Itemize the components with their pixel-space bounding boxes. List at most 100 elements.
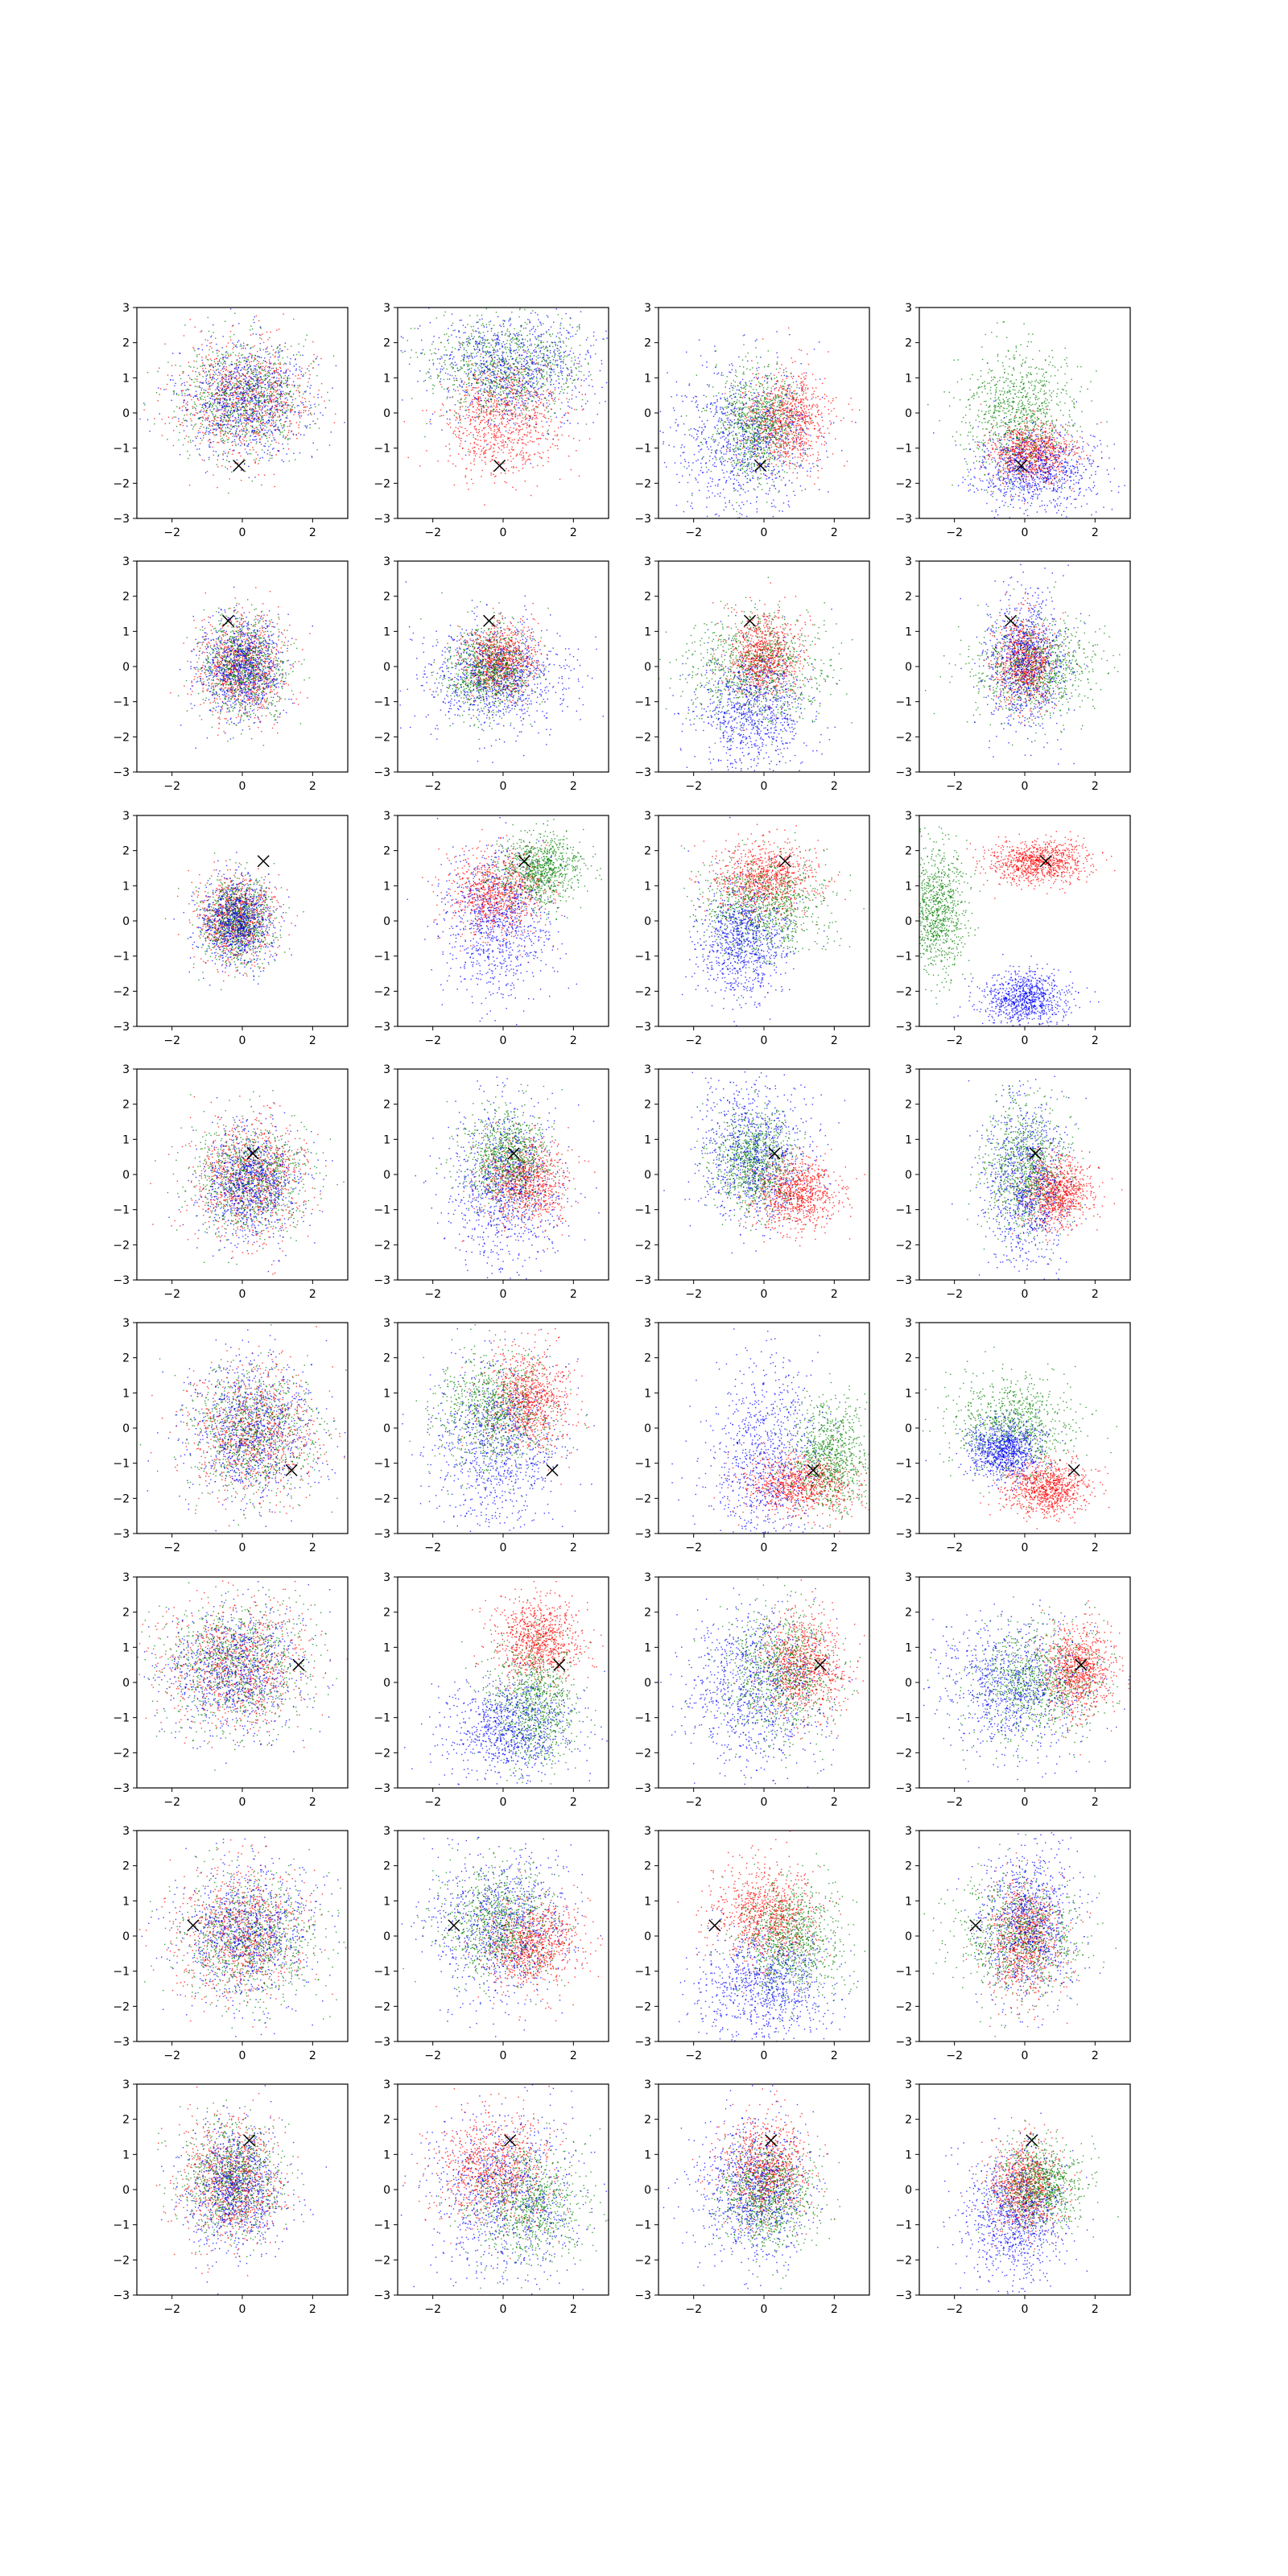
scatter-point bbox=[262, 407, 263, 408]
scatter-point bbox=[246, 390, 247, 391]
scatter-point bbox=[263, 433, 264, 434]
scatter-point bbox=[260, 422, 261, 423]
scatter-point bbox=[258, 320, 259, 321]
scatter-point bbox=[300, 434, 301, 435]
scatter-point bbox=[404, 421, 405, 422]
scatter-point bbox=[298, 405, 299, 406]
scatter-point bbox=[166, 389, 167, 390]
scatter-point bbox=[285, 373, 286, 374]
scatter-point bbox=[270, 399, 271, 400]
scatter-point bbox=[197, 368, 198, 369]
scatter-point bbox=[536, 339, 537, 340]
scatter-point bbox=[549, 425, 550, 426]
scatter-point bbox=[438, 376, 439, 377]
scatter-point bbox=[257, 431, 258, 432]
scatter-point bbox=[265, 370, 266, 371]
scatter-point bbox=[237, 396, 238, 397]
scatter-point bbox=[499, 394, 500, 395]
scatter-point bbox=[205, 357, 206, 358]
scatter-point bbox=[265, 375, 266, 376]
scatter-point bbox=[455, 375, 456, 376]
scatter-point bbox=[238, 367, 239, 368]
scatter-point bbox=[473, 460, 474, 461]
scatter-point bbox=[516, 391, 517, 392]
scatter-point bbox=[538, 355, 539, 356]
scatter-point bbox=[508, 387, 509, 388]
scatter-point bbox=[219, 391, 220, 392]
scatter-point bbox=[508, 320, 509, 321]
scatter-point bbox=[503, 361, 504, 362]
scatter-point bbox=[544, 417, 545, 418]
scatter-point bbox=[213, 416, 214, 417]
scatter-point bbox=[260, 343, 261, 344]
scatter-point bbox=[229, 399, 230, 400]
scatter-point bbox=[268, 372, 269, 373]
scatter-point bbox=[509, 349, 510, 350]
scatter-point bbox=[290, 370, 291, 371]
scatter-point bbox=[476, 410, 477, 411]
scatter-point bbox=[483, 383, 484, 384]
scatter-point bbox=[314, 413, 315, 414]
scatter-point bbox=[205, 418, 206, 419]
scatter-point bbox=[298, 432, 299, 433]
scatter-point bbox=[493, 373, 494, 374]
scatter-point bbox=[483, 416, 484, 417]
scatter-point bbox=[241, 404, 242, 405]
scatter-point bbox=[183, 371, 184, 372]
scatter-point bbox=[204, 419, 205, 420]
scatter-point bbox=[463, 416, 464, 417]
scatter-point bbox=[514, 339, 515, 340]
scatter-point bbox=[547, 450, 548, 451]
scatter-point bbox=[473, 436, 474, 437]
scatter-point bbox=[471, 479, 472, 480]
scatter-point bbox=[198, 372, 199, 373]
scatter-point bbox=[447, 398, 448, 399]
scatter-point bbox=[245, 357, 246, 358]
scatter-point bbox=[485, 378, 486, 379]
scatter-point bbox=[537, 314, 538, 315]
scatter-point bbox=[248, 423, 249, 424]
scatter-point bbox=[527, 459, 528, 460]
scatter-point bbox=[522, 342, 523, 343]
scatter-point bbox=[511, 467, 512, 468]
scatter-point bbox=[462, 342, 463, 343]
scatter-point bbox=[291, 385, 292, 386]
scatter-point bbox=[510, 319, 511, 320]
scatter-point bbox=[289, 438, 290, 439]
scatter-point bbox=[244, 417, 245, 418]
scatter-point bbox=[465, 410, 466, 411]
scatter-point bbox=[498, 447, 499, 448]
scatter-point bbox=[271, 395, 272, 396]
scatter-point bbox=[212, 447, 213, 448]
scatter-point bbox=[241, 397, 242, 398]
scatter-point bbox=[481, 430, 482, 431]
scatter-point bbox=[455, 434, 456, 435]
scatter-point bbox=[271, 377, 272, 378]
scatter-point bbox=[505, 358, 506, 359]
scatter-point bbox=[233, 334, 234, 335]
scatter-point bbox=[226, 346, 227, 347]
scatter-point bbox=[491, 357, 492, 358]
scatter-point bbox=[198, 430, 199, 431]
scatter-point bbox=[195, 445, 196, 446]
scatter-point bbox=[287, 404, 288, 405]
scatter-point bbox=[245, 419, 246, 420]
scatter-point bbox=[251, 371, 252, 372]
scatter-point bbox=[207, 396, 208, 397]
scatter-point bbox=[254, 376, 255, 377]
scatter-point bbox=[548, 457, 549, 458]
scatter-point bbox=[460, 343, 461, 344]
scatter-point bbox=[516, 358, 517, 359]
scatter-point bbox=[223, 419, 224, 420]
scatter-point bbox=[245, 409, 246, 410]
scatter-point bbox=[520, 347, 521, 348]
scatter-point bbox=[516, 467, 517, 468]
scatter-point bbox=[557, 375, 558, 376]
scatter-point bbox=[286, 369, 287, 370]
scatter-point bbox=[245, 375, 246, 376]
scatter-point bbox=[225, 374, 226, 375]
scatter-point bbox=[499, 414, 500, 415]
scatter-point bbox=[171, 365, 172, 366]
scatter-point bbox=[535, 401, 536, 402]
scatter-point bbox=[199, 354, 200, 355]
